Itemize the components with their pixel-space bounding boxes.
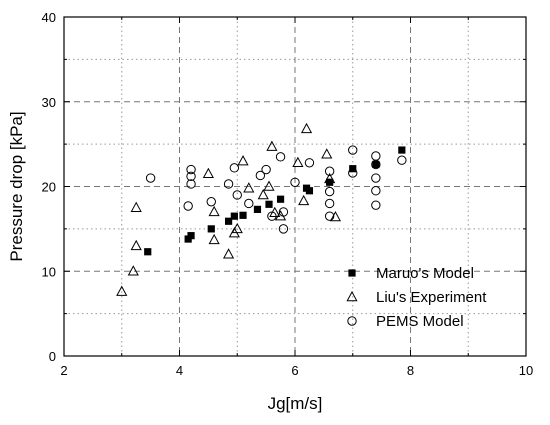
pems-model-point	[186, 171, 196, 182]
maruo-model-point	[253, 205, 262, 213]
pems-model-point	[244, 198, 254, 209]
legend: Maruo's Model Liu's Experiment PEMS Model	[346, 265, 487, 330]
pems-model-point	[267, 211, 277, 221]
pems-model-point	[232, 190, 242, 200]
legend-label: Maruo's Model	[376, 265, 474, 282]
pems-model-point	[324, 186, 335, 197]
liu-experiment-point	[130, 201, 142, 212]
liu-experiment-point	[292, 156, 304, 168]
liu-experiment-point	[222, 248, 235, 259]
pems-model-point	[397, 155, 407, 165]
legend-marker-square-icon	[348, 269, 356, 277]
liu-experiment-point	[130, 239, 142, 251]
pems-model-point	[275, 152, 286, 162]
pems-model-point	[304, 158, 315, 168]
maruo-model-point	[239, 211, 247, 219]
y-tick-label: 40	[42, 10, 56, 25]
maruo-model-point	[276, 195, 285, 203]
pems-model-point	[371, 186, 381, 196]
liu-experiment-point	[300, 122, 313, 134]
pems-model-point	[186, 164, 196, 175]
pems-model-point	[278, 207, 289, 217]
liu-experiment-point	[237, 155, 249, 166]
x-axis-title: Jg[m/s]	[268, 394, 323, 413]
y-tick-label: 30	[42, 95, 56, 110]
liu-experiment-point	[257, 188, 269, 200]
liu-experiment-point	[208, 205, 220, 217]
pems-model-point	[206, 197, 216, 207]
pems-model-point	[371, 173, 381, 183]
pems-model-point	[371, 151, 381, 161]
liu-experiment-point	[321, 148, 333, 159]
pems-model-point	[186, 179, 196, 189]
liu-experiment-point	[243, 182, 255, 193]
pems-model-point	[348, 145, 358, 155]
liu-experiment-point	[298, 194, 310, 206]
pems-model-point	[278, 224, 289, 234]
y-tick-label: 10	[42, 264, 56, 279]
liu-experiment-point	[127, 265, 139, 276]
maruo-model-point	[265, 200, 273, 208]
pems-model-point	[261, 164, 271, 175]
pems-model-point	[324, 198, 335, 209]
liu-experiment-point	[116, 285, 128, 296]
pems-model-point	[229, 163, 240, 173]
liu-experiment-point	[208, 233, 220, 245]
maruo-model-point	[207, 225, 215, 233]
pems-model-point	[255, 170, 266, 181]
maruo-model-point	[305, 187, 314, 195]
x-tick-label: 6	[291, 363, 298, 378]
pems-model-point	[290, 177, 300, 187]
liu-experiment-point	[263, 180, 275, 191]
x-tick-label: 2	[60, 363, 67, 378]
maruo-model-point	[224, 217, 233, 225]
maruo-model-point	[398, 146, 406, 154]
pems-model-point	[223, 179, 234, 189]
pems-model-point	[348, 168, 358, 178]
y-tick-label: 20	[42, 180, 56, 195]
maruo-model-point	[230, 212, 238, 220]
data-points	[116, 122, 407, 296]
maruo-model-point	[144, 248, 152, 256]
y-axis-tick-labels: 0 10 20 30 40	[42, 10, 56, 364]
legend-marker-circle-icon	[347, 316, 357, 326]
pems-model-point	[371, 200, 381, 210]
pems-model-point	[324, 166, 335, 176]
x-tick-label: 10	[519, 363, 533, 378]
pems-model-point	[324, 211, 335, 221]
legend-label: PEMS Model	[376, 313, 464, 330]
legend-marker-triangle-icon	[346, 290, 358, 302]
axis-ticks	[63, 16, 527, 357]
liu-experiment-point	[329, 210, 342, 222]
pems-model-point	[183, 201, 193, 211]
liu-experiment-point	[266, 140, 278, 151]
x-axis-tick-labels: 2 4 6 8 10	[60, 363, 533, 378]
maruo-model-point	[187, 232, 195, 240]
liu-experiment-point	[324, 172, 336, 184]
y-axis-title: Pressure drop [kPa]	[7, 111, 26, 261]
maruo-model-point	[372, 160, 380, 169]
pems-model-point	[145, 173, 156, 183]
x-tick-label: 8	[407, 363, 414, 378]
legend-label: Liu's Experiment	[376, 289, 487, 306]
liu-experiment-point	[274, 210, 287, 221]
liu-experiment-point	[231, 222, 243, 234]
y-tick-label: 0	[49, 349, 56, 364]
pems-model-point	[371, 159, 381, 170]
x-tick-label: 4	[176, 363, 183, 378]
liu-experiment-point	[202, 167, 214, 179]
